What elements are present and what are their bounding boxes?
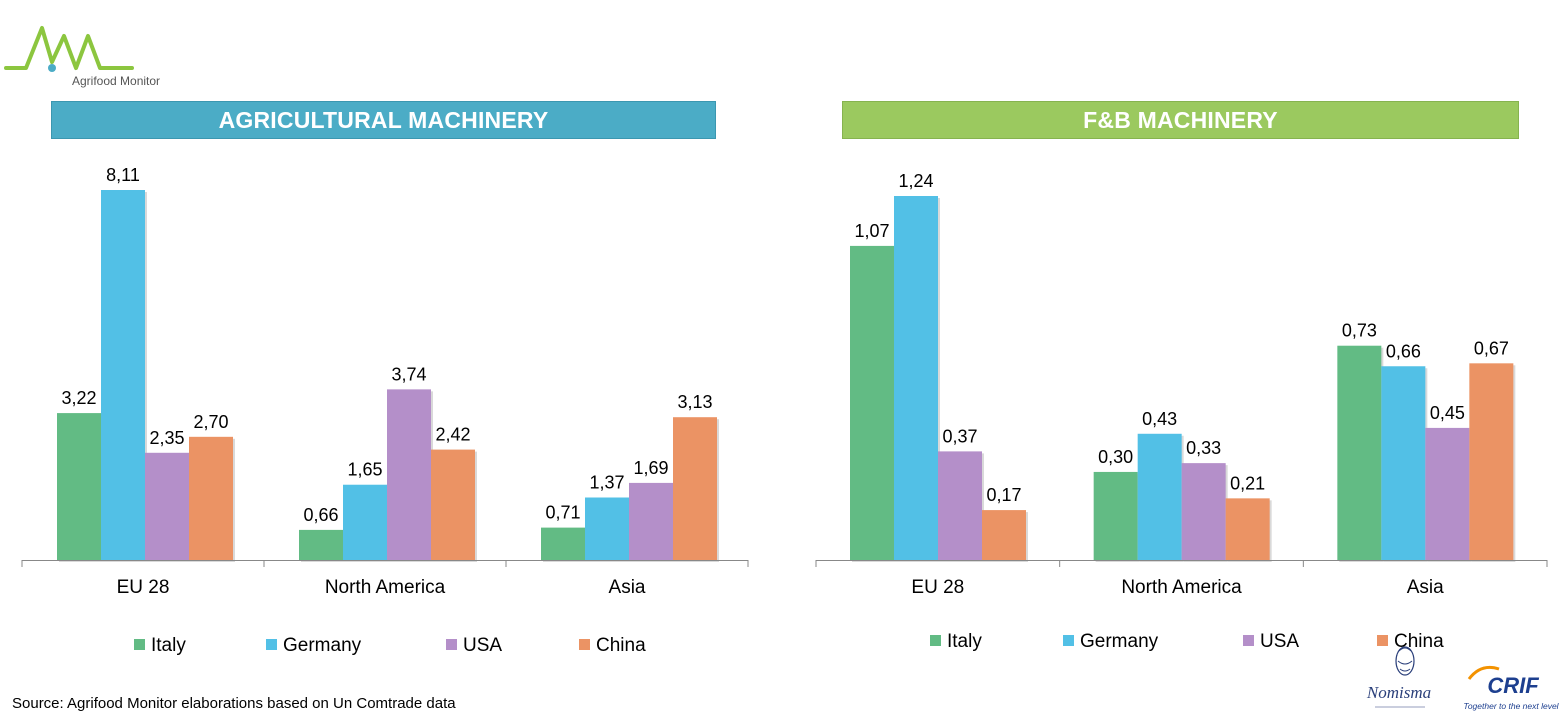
chart1-legend-swatch-usa <box>446 639 457 650</box>
chart2-value-label-eu-28-italy: 1,07 <box>854 221 889 241</box>
chart1-bar-north-america-italy <box>299 529 343 560</box>
chart2-bar-north-america-china <box>1225 498 1270 560</box>
chart2-bar-north-america-usa <box>1181 463 1226 560</box>
chart1-bar-eu-28-china <box>189 436 233 560</box>
chart2-value-label-asia-china: 0,67 <box>1474 338 1509 358</box>
chart1-value-label-eu-28-italy: 3,22 <box>61 388 96 408</box>
chart1-value-label-eu-28-germany: 8,11 <box>106 165 140 185</box>
chart2-bar-asia-china <box>1469 363 1514 560</box>
chart1-value-label-asia-usa: 1,69 <box>633 458 668 478</box>
svg-text:CRIF: CRIF <box>1487 673 1539 698</box>
svg-text:Together to the next level: Together to the next level <box>1463 701 1559 711</box>
chart2-value-label-asia-germany: 0,66 <box>1386 341 1421 361</box>
chart1-legend-swatch-china <box>579 639 590 650</box>
crif-logo: CRIF Together to the next level <box>1463 665 1560 711</box>
nomisma-logo: Nomisma <box>1366 646 1431 708</box>
chart2-value-label-asia-usa: 0,45 <box>1430 403 1465 423</box>
chart2-category-label-north-america: North America <box>1121 577 1242 598</box>
footer-logos: Nomisma CRIF Together to the next level <box>1366 646 1560 711</box>
chart1-bar-north-america-germany <box>343 484 387 560</box>
chart1-value-label-eu-28-china: 2,70 <box>193 412 228 432</box>
chart1-legend-label-italy: Italy <box>151 635 186 656</box>
chart2-bar-north-america-germany <box>1137 433 1182 560</box>
fb-machinery-title: F&B MACHINERY <box>842 101 1519 139</box>
chart2-bar-eu-28-italy <box>850 245 894 560</box>
chart2-legend-swatch-italy <box>930 635 941 646</box>
chart2-category-label-asia: Asia <box>1407 577 1444 598</box>
chart1-category-label-asia: Asia <box>609 577 646 598</box>
chart2-bar-asia-italy <box>1337 345 1382 560</box>
chart1-legend-swatch-germany <box>266 639 277 650</box>
chart2-bar-asia-germany <box>1381 366 1426 560</box>
chart2-value-label-eu-28-usa: 0,37 <box>942 426 977 446</box>
chart2-value-label-asia-italy: 0,73 <box>1342 321 1377 341</box>
chart1-value-label-north-america-usa: 3,74 <box>391 364 426 384</box>
chart1-bar-eu-28-usa <box>145 452 189 560</box>
chart2-legend-label-italy: Italy <box>947 631 982 652</box>
chart1-value-label-eu-28-usa: 2,35 <box>149 428 184 448</box>
chart1-bar-eu-28-germany <box>101 190 145 560</box>
chart1-legend-swatch-italy <box>134 639 145 650</box>
chart1-category-label-eu-28: EU 28 <box>117 577 170 598</box>
chart2-legend-swatch-usa <box>1243 635 1254 646</box>
chart1-legend-label-china: China <box>596 635 646 656</box>
chart2-legend-label-germany: Germany <box>1080 631 1159 652</box>
source-note: Source: Agrifood Monitor elaborations ba… <box>12 695 456 712</box>
chart2-value-label-north-america-germany: 0,43 <box>1142 409 1177 429</box>
chart1-value-label-north-america-italy: 0,66 <box>303 505 338 525</box>
chart1-bar-asia-germany <box>585 497 629 560</box>
chart2-bar-eu-28-china <box>982 510 1026 560</box>
chart1-category-label-north-america: North America <box>325 577 446 598</box>
chart2-bar-eu-28-germany <box>894 196 938 560</box>
chart2-value-label-eu-28-germany: 1,24 <box>898 171 933 191</box>
chart1-bar-north-america-usa <box>387 389 431 560</box>
logo-text: Agrifood Monitor <box>72 74 161 88</box>
chart2-bar-asia-usa <box>1425 427 1470 560</box>
chart2-value-label-eu-28-china: 0,17 <box>986 485 1021 505</box>
chart1-bar-asia-china <box>673 417 717 560</box>
chart1-bar-north-america-china <box>431 449 475 560</box>
chart2-value-label-north-america-china: 0,21 <box>1230 473 1265 493</box>
agricultural-machinery-title: AGRICULTURAL MACHINERY <box>51 101 716 139</box>
chart2-legend-swatch-china <box>1377 635 1388 646</box>
chart1-value-label-asia-china: 3,13 <box>677 392 712 412</box>
svg-text:Nomisma: Nomisma <box>1366 683 1431 702</box>
chart1-value-label-asia-germany: 1,37 <box>589 472 624 492</box>
chart2-bar-eu-28-usa <box>938 451 982 560</box>
chart2-value-label-north-america-usa: 0,33 <box>1186 438 1221 458</box>
chart1-value-label-north-america-china: 2,42 <box>435 425 470 445</box>
chart2-category-label-eu-28: EU 28 <box>911 577 964 598</box>
chart1-value-label-asia-italy: 0,71 <box>545 503 580 523</box>
chart2-legend-swatch-germany <box>1063 635 1074 646</box>
chart2-value-label-north-america-italy: 0,30 <box>1098 447 1133 467</box>
chart1-bar-eu-28-italy <box>57 413 101 560</box>
agrifood-monitor-logo <box>4 26 134 72</box>
chart1-value-label-north-america-germany: 1,65 <box>347 460 382 480</box>
chart1-bar-asia-italy <box>541 527 585 560</box>
chart1-bar-asia-usa <box>629 482 673 560</box>
chart2-legend-label-usa: USA <box>1260 631 1299 652</box>
chart1-legend-label-germany: Germany <box>283 635 362 656</box>
chart1-legend-label-usa: USA <box>463 635 502 656</box>
chart2-bar-north-america-italy <box>1093 471 1138 560</box>
